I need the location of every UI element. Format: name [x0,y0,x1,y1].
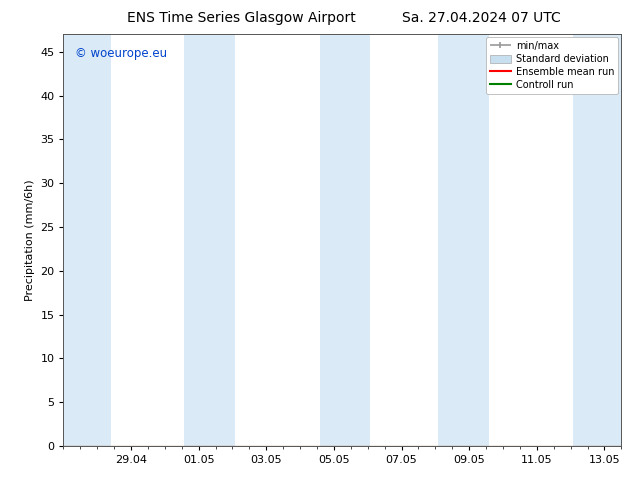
Bar [573,34,621,446]
Text: © woeurope.eu: © woeurope.eu [75,47,167,60]
Text: Sa. 27.04.2024 07 UTC: Sa. 27.04.2024 07 UTC [403,11,561,25]
Bar [63,34,112,446]
Text: ENS Time Series Glasgow Airport: ENS Time Series Glasgow Airport [127,11,355,25]
Y-axis label: Precipitation (mm/6h): Precipitation (mm/6h) [25,179,35,301]
Bar [438,34,489,446]
Legend: min/max, Standard deviation, Ensemble mean run, Controll run: min/max, Standard deviation, Ensemble me… [486,37,618,94]
Bar [184,34,235,446]
Bar [320,34,370,446]
